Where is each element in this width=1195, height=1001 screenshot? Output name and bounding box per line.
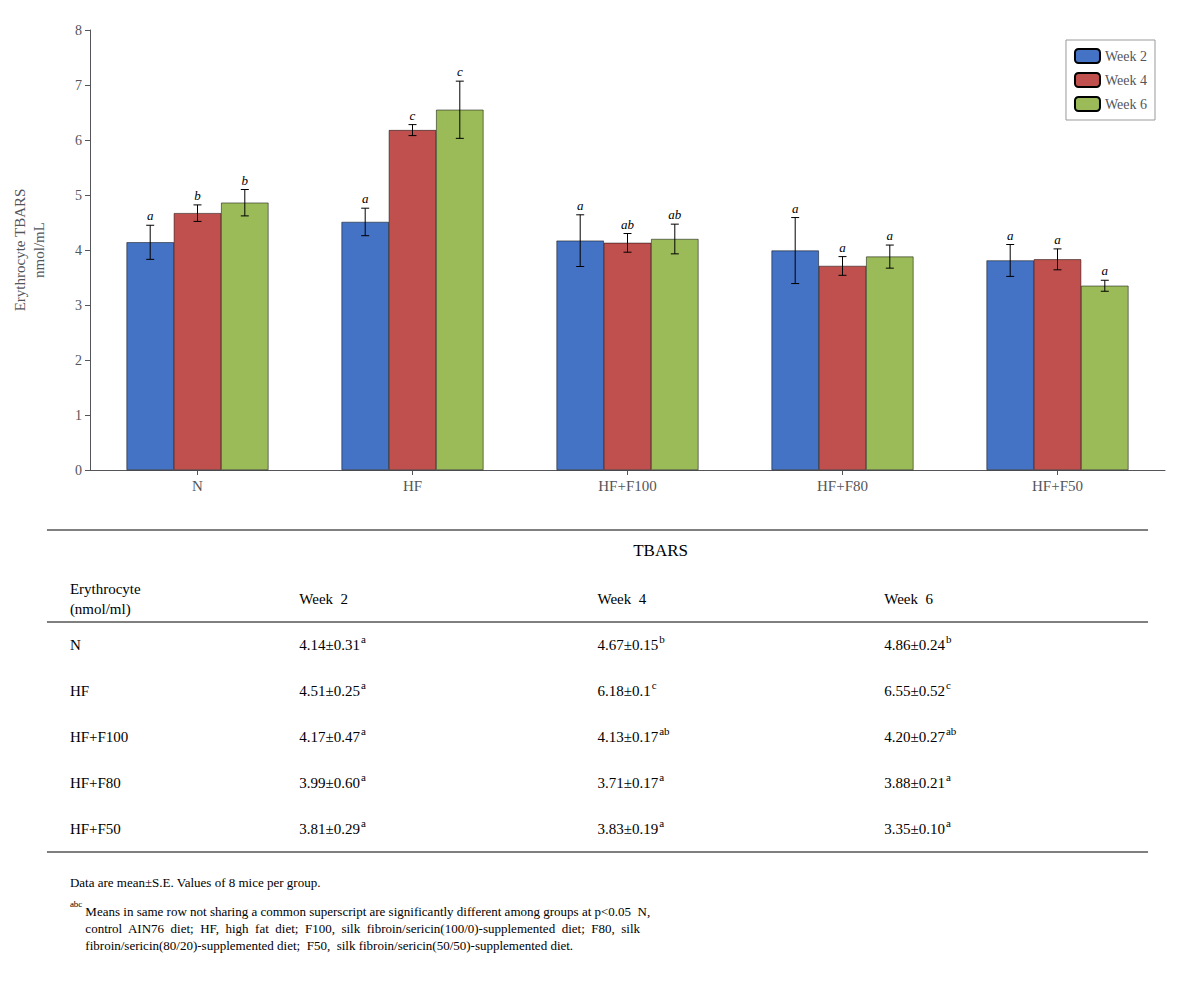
svg-text:c: c [652, 679, 657, 691]
svg-text:HF+F100: HF+F100 [598, 478, 656, 494]
svg-text:Week 4: Week 4 [1105, 73, 1147, 88]
svg-text:ab: ab [659, 725, 670, 737]
svg-text:(nmol/ml): (nmol/ml) [70, 601, 131, 618]
svg-text:4.86±0.24: 4.86±0.24 [884, 637, 945, 653]
svg-text:HF+F100: HF+F100 [70, 729, 128, 745]
svg-text:b: b [946, 633, 952, 645]
svg-text:abc: abc [70, 899, 83, 909]
svg-text:a: a [1102, 263, 1109, 278]
svg-text:nmol/mL: nmol/mL [31, 222, 47, 278]
svg-text:a: a [361, 771, 366, 783]
svg-text:a: a [946, 771, 951, 783]
svg-text:N: N [192, 478, 203, 494]
svg-text:b: b [194, 188, 201, 203]
svg-text:fibroin/sericin(80/20)-supplem: fibroin/sericin(80/20)-supplemented diet… [85, 938, 573, 953]
svg-text:a: a [659, 771, 664, 783]
svg-text:Week 6: Week 6 [884, 591, 933, 607]
svg-text:a: a [362, 191, 369, 206]
svg-text:3: 3 [75, 298, 82, 313]
svg-text:ab: ab [946, 725, 957, 737]
svg-text:a: a [577, 198, 584, 213]
svg-text:Means in same row not sharing: Means in same row not sharing a common s… [85, 904, 650, 919]
svg-text:3.71±0.17: 3.71±0.17 [598, 775, 659, 791]
svg-text:a: a [361, 633, 366, 645]
svg-text:3.35±0.10: 3.35±0.10 [884, 821, 945, 837]
svg-text:HF+F80: HF+F80 [70, 775, 121, 791]
svg-text:HF+F50: HF+F50 [1032, 478, 1083, 494]
svg-text:4.14±0.31: 4.14±0.31 [299, 637, 360, 653]
svg-text:4.17±0.47: 4.17±0.47 [299, 729, 360, 745]
svg-text:HF+F80: HF+F80 [817, 478, 868, 494]
svg-text:6: 6 [75, 133, 82, 148]
svg-text:HF: HF [70, 683, 89, 699]
svg-text:3.81±0.29: 3.81±0.29 [299, 821, 360, 837]
svg-text:N: N [70, 637, 81, 653]
svg-text:4.13±0.17: 4.13±0.17 [598, 729, 659, 745]
svg-text:a: a [1054, 232, 1061, 247]
svg-text:a: a [946, 817, 951, 829]
svg-text:TBARS: TBARS [633, 541, 688, 560]
svg-text:4.67±0.15: 4.67±0.15 [598, 637, 659, 653]
svg-text:a: a [887, 228, 894, 243]
svg-text:Erythrocyte: Erythrocyte [70, 581, 141, 597]
svg-text:1: 1 [75, 408, 82, 423]
svg-text:7: 7 [75, 78, 82, 93]
svg-text:HF: HF [403, 478, 422, 494]
svg-text:4.51±0.25: 4.51±0.25 [299, 683, 360, 699]
svg-text:Erythrocyte TBARS: Erythrocyte TBARS [12, 189, 28, 312]
svg-text:Week 4: Week 4 [598, 591, 647, 607]
svg-text:6.18±0.1: 6.18±0.1 [598, 683, 651, 699]
svg-text:4.20±0.27: 4.20±0.27 [884, 729, 945, 745]
svg-text:b: b [242, 173, 249, 188]
svg-text:a: a [792, 201, 799, 216]
svg-text:a: a [361, 679, 366, 691]
svg-text:6.55±0.52: 6.55±0.52 [884, 683, 945, 699]
svg-text:a: a [147, 208, 154, 223]
svg-text:control AIN76 diet; HF, hi: control AIN76 diet; HF, high fat diet; F… [85, 921, 640, 936]
svg-text:Week 6: Week 6 [1105, 97, 1147, 112]
svg-text:a: a [839, 240, 846, 255]
svg-text:HF+F50: HF+F50 [70, 821, 121, 837]
svg-text:c: c [946, 679, 951, 691]
svg-text:5: 5 [75, 188, 82, 203]
svg-text:a: a [659, 817, 664, 829]
svg-text:2: 2 [75, 353, 82, 368]
svg-text:Week 2: Week 2 [299, 591, 348, 607]
svg-text:b: b [659, 633, 665, 645]
svg-text:3.88±0.21: 3.88±0.21 [884, 775, 945, 791]
svg-text:Week 2: Week 2 [1105, 49, 1147, 64]
svg-text:a: a [361, 725, 366, 737]
svg-text:a: a [361, 817, 366, 829]
svg-text:c: c [410, 108, 416, 123]
svg-text:a: a [1007, 228, 1014, 243]
svg-text:4: 4 [75, 243, 82, 258]
svg-text:8: 8 [75, 23, 82, 38]
svg-text:3.99±0.60: 3.99±0.60 [299, 775, 360, 791]
svg-text:ab: ab [621, 217, 635, 232]
svg-text:Data are mean±S.E. Values of 8: Data are mean±S.E. Values of 8 mice per … [70, 875, 321, 890]
svg-text:ab: ab [668, 207, 682, 222]
svg-text:c: c [457, 64, 463, 79]
svg-text:3.83±0.19: 3.83±0.19 [598, 821, 659, 837]
svg-text:0: 0 [75, 463, 82, 478]
